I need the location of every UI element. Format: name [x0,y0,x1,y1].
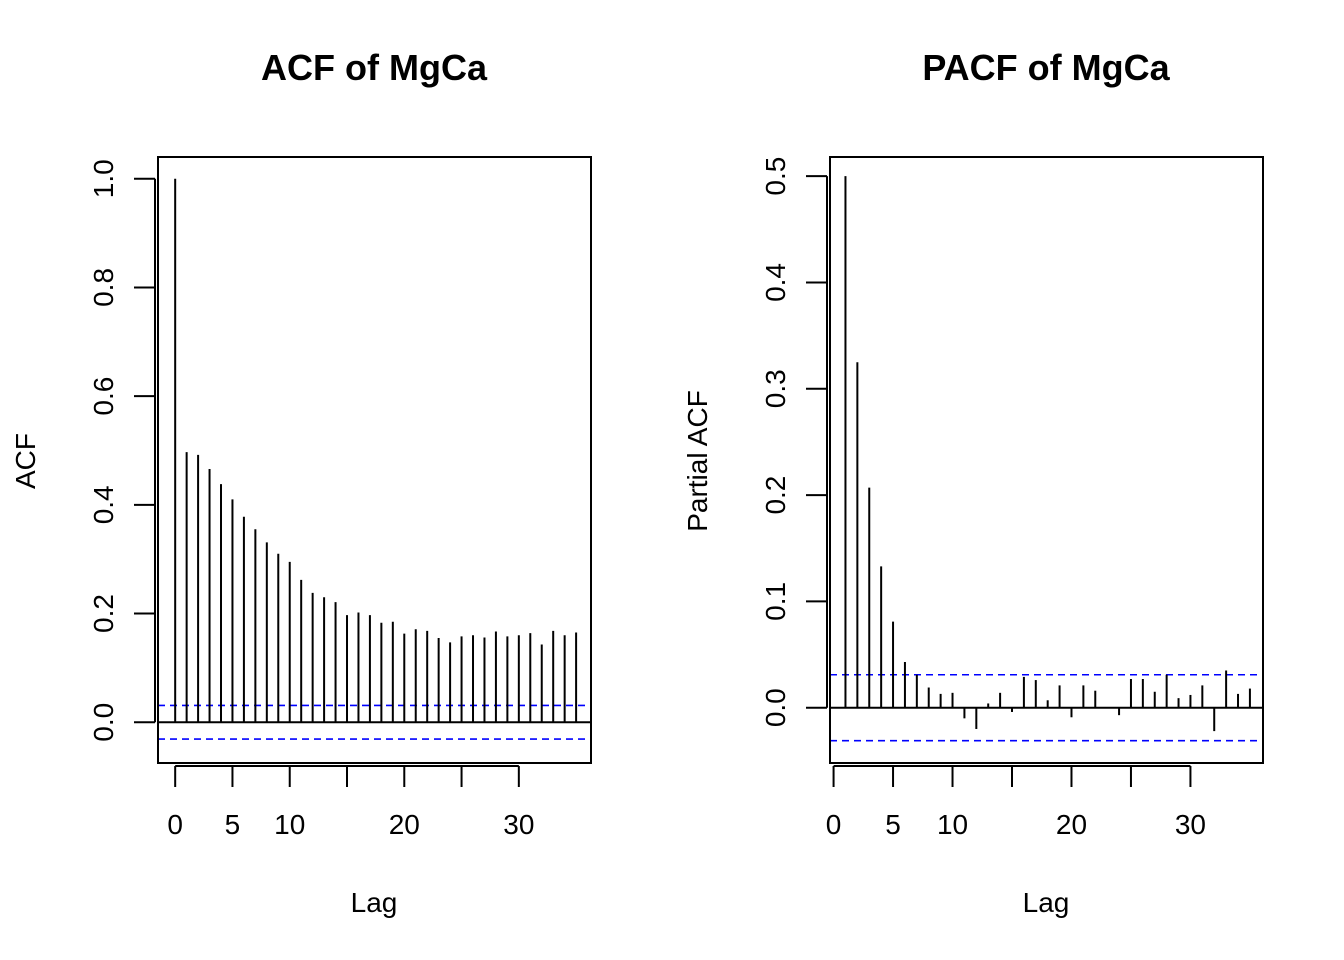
pacf-y-axis: 0.0 0.1 0.2 0.3 0.4 0.5 [760,157,828,727]
pacf-chart-title: PACF of MgCa [922,47,1170,88]
pacf-y-tick-label: 0.1 [760,582,791,621]
acf-y-axis: 0.0 0.2 0.4 0.6 0.8 1.0 [88,159,156,742]
acf-y-tick-label: 1.0 [88,159,119,198]
acf-y-tick-label: 0.0 [88,703,119,742]
acf-y-tick-label: 0.8 [88,268,119,307]
pacf-panel: PACF of MgCa Lag Partial ACF 0 5 10 20 30 0.… [682,47,1264,918]
pacf-y-tick-label: 0.0 [760,688,791,727]
acf-bars-layer [174,178,578,723]
pacf-y-tick-label: 0.5 [760,157,791,196]
acf-y-tick-label: 0.2 [88,594,119,633]
pacf-x-tick-label: 5 [885,809,901,840]
pacf-confidence-band-layer [830,673,1263,742]
pacf-bars-layer [844,176,1251,732]
acf-plot-frame [157,156,592,764]
acf-chart-title: ACF of MgCa [261,47,488,88]
pacf-plot-frame [829,156,1264,764]
pacf-x-tick-label: 20 [1056,809,1087,840]
acf-y-tick-label: 0.6 [88,377,119,416]
acf-y-tick-label: 0.4 [88,485,119,524]
acf-x-tick-label: 10 [274,809,305,840]
pacf-x-axis-label: Lag [1023,887,1070,918]
acf-x-tick-label: 0 [167,809,183,840]
pacf-x-tick-label: 30 [1175,809,1206,840]
pacf-y-tick-label: 0.3 [760,369,791,408]
pacf-y-tick-label: 0.2 [760,476,791,515]
acf-panel: ACF of MgCa Lag ACF 0 5 10 20 30 0.00.20.40.… [10,47,592,918]
acf-x-tick-label: 5 [225,809,241,840]
pacf-y-tick-label: 0.4 [760,263,791,302]
pacf-x-axis: 0 5 10 20 30 [826,765,1206,840]
pacf-y-axis-label: Partial ACF [682,390,713,532]
acf-x-tick-label: 30 [503,809,534,840]
acf-y-axis-label: ACF [10,433,41,489]
acf-x-axis: 0 5 10 20 30 [167,765,534,840]
acf-x-axis-label: Lag [351,887,398,918]
pacf-x-tick-label: 10 [937,809,968,840]
acf-x-tick-label: 20 [389,809,420,840]
pacf-x-tick-label: 0 [826,809,842,840]
